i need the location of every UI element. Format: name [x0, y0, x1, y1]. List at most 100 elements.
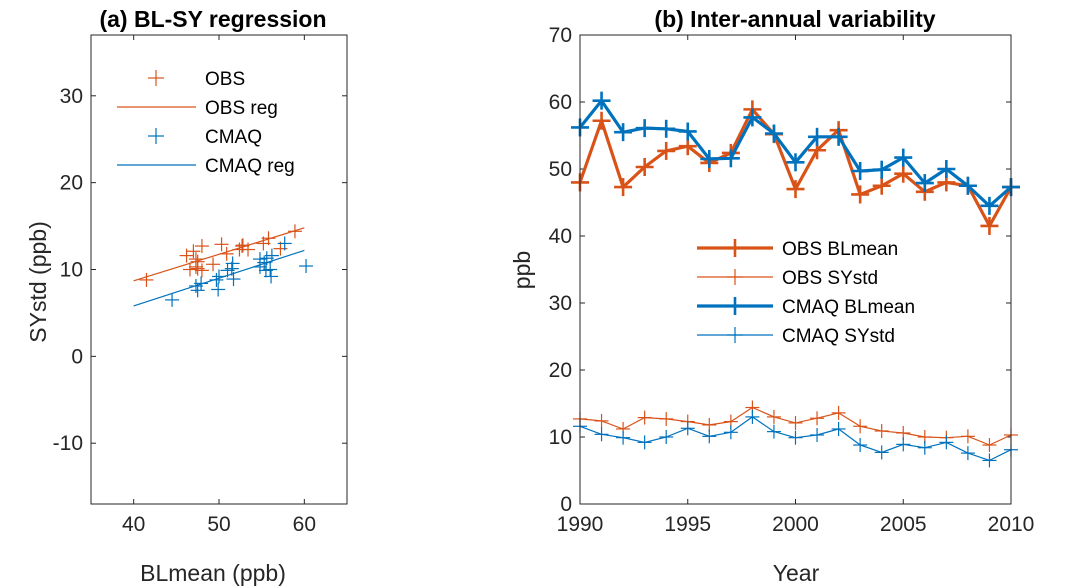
series-cmaq-systd-point — [788, 430, 803, 445]
series-cmaq-blmean-point — [851, 162, 870, 181]
series-obs-point — [139, 272, 154, 287]
panel-b-y-axis-title: ppb — [509, 251, 535, 289]
series-cmaq-blmean-point — [937, 160, 956, 178]
panel-b-x-axis-title: Year — [773, 560, 820, 586]
panel-b-y-tick-label: 70 — [549, 24, 572, 47]
legend-marker-obs-systd — [727, 269, 743, 285]
panel-a-title: (a) BL-SY regression — [99, 6, 326, 32]
panel-b-title: (b) Inter-annual variability — [654, 6, 935, 32]
series-cmaq-point — [165, 292, 180, 307]
legend-swatch-cmaq-blmean — [697, 297, 773, 315]
panel-a-y-tick-label: -10 — [53, 432, 83, 455]
panel-a-x-tick-label: 40 — [122, 513, 145, 536]
panel-a-y-tick-label: 0 — [71, 345, 83, 368]
series-obs-systd-point — [788, 415, 803, 430]
series-obs-systd-point — [810, 411, 825, 426]
series-obs-systd-point — [659, 411, 674, 426]
panel-a-axes-box — [90, 34, 348, 505]
panel-a-x-axis-title: BLmean (ppb) — [140, 560, 286, 586]
legend-swatch-cmaq-systd — [697, 327, 773, 343]
panel-a-y-tick-label: 20 — [60, 172, 83, 195]
legend-label-cmaq-blmean: CMAQ BLmean — [782, 297, 915, 318]
series-cmaq-systd-point — [745, 409, 760, 424]
series-obs-point — [182, 262, 197, 277]
series-obs-blmean-point — [894, 164, 913, 183]
series-cmaq-blmean-point — [721, 149, 740, 168]
series-obs-blmean-point — [872, 176, 891, 195]
legend-background — [692, 233, 924, 358]
series-cmaq-blmean-point — [635, 119, 654, 138]
panel-b-axes-box — [579, 34, 1012, 505]
panel-b-x-tick-label: 1990 — [557, 513, 604, 536]
panel-b-y-tick-label: 60 — [549, 91, 572, 114]
series-obs-systd-point — [831, 405, 846, 420]
series-cmaq-point — [211, 282, 226, 297]
panel-b-y-tick-label: 50 — [549, 158, 572, 181]
series-obs-point — [194, 263, 209, 278]
series-cmaq-systd-point — [637, 435, 652, 450]
legend-swatch-obs-blmean — [697, 239, 773, 257]
legend-label-obs: OBS — [205, 69, 245, 90]
legend-label-obs-blmean: OBS BLmean — [782, 239, 898, 260]
panel-b-y-tick-label: 0 — [560, 493, 572, 516]
series-cmaq-point — [277, 236, 292, 251]
series-cmaq-systd-point — [810, 427, 825, 442]
series-obs-blmean-point — [786, 180, 805, 199]
legend-marker-cmaq-blmean — [726, 297, 744, 315]
series-obs-blmean-point — [592, 111, 611, 130]
panel-b-x-tick-label: 2000 — [772, 513, 819, 536]
series-obs-point — [194, 239, 209, 254]
series-cmaq-systd-point — [939, 435, 954, 450]
series-cmaq-systd-point — [680, 421, 695, 436]
series-obs-point — [179, 248, 194, 263]
series-cmaq-systd-point — [874, 445, 889, 460]
series-obs-point — [206, 257, 221, 272]
legend-marker-cmaq-systd — [727, 327, 743, 343]
series-obs-systd-point — [853, 419, 868, 434]
series-cmaq-systd-point — [982, 453, 997, 468]
series-obs-point — [261, 231, 276, 246]
series-cmaq-systd-point — [594, 427, 609, 442]
legend-label-cmaq-reg: CMAQ reg — [205, 156, 295, 177]
panel-a-ticks: 40 50 60 -10 0 10 20 30 — [53, 35, 347, 536]
series-cmaq-systd-point — [616, 430, 631, 445]
series-cmaq-blmean-point — [894, 148, 913, 167]
series-obs-reg-line — [133, 227, 305, 282]
series-cmaq-point — [299, 259, 314, 274]
panel-a-legend: OBS OBS reg CMAQ CMAQ reg — [117, 69, 295, 177]
panel-b-y-tick-label: 10 — [549, 426, 572, 449]
legend-swatch-cmaq — [148, 128, 164, 144]
series-cmaq-blmean-point — [743, 108, 762, 127]
series-cmaq-blmean-point — [678, 122, 697, 141]
panel-b-interannual: (b) Inter-annual variability Year ppb 19… — [509, 6, 1034, 586]
panel-b-x-tick-label: 1995 — [664, 513, 711, 536]
series-obs-blmean-point — [657, 141, 676, 160]
legend-label-cmaq: CMAQ — [205, 127, 262, 148]
series-cmaq-blmean-point — [980, 196, 999, 215]
panel-a-regression: (a) BL-SY regression BLmean (ppb) SYstd … — [25, 6, 348, 586]
series-cmaq-blmean-point — [764, 124, 783, 143]
panel-a-marks — [133, 224, 314, 307]
panel-b-marks — [571, 91, 1020, 468]
series-cmaq-reg-line — [133, 249, 305, 307]
panel-b-x-tick-label: 2010 — [988, 513, 1035, 536]
series-cmaq-blmean-point — [958, 176, 977, 195]
panel-b-y-tick-label: 20 — [549, 359, 572, 382]
panel-a-x-tick-label: 60 — [293, 513, 316, 536]
series-cmaq-systd-point — [960, 446, 975, 461]
series-cmaq-systd-point — [917, 440, 932, 455]
series-cmaq-systd-point — [659, 430, 674, 444]
panel-a-y-tick-label: 30 — [60, 85, 83, 108]
series-cmaq-point — [226, 272, 241, 287]
series-cmaq-blmean-point — [657, 119, 676, 138]
legend-swatch-obs-systd — [697, 269, 773, 285]
series-cmaq-blmean-point — [872, 160, 891, 179]
series-cmaq-point — [209, 272, 224, 287]
series-obs-systd-point — [874, 423, 889, 438]
legend-label-cmaq-systd: CMAQ SYstd — [782, 326, 895, 347]
series-cmaq-blmean-point — [700, 149, 719, 168]
series-cmaq-blmean-point — [829, 127, 848, 146]
series-cmaq-systd-point — [853, 438, 868, 453]
panel-b-legend: OBS BLmean OBS SYstd CMAQ BLmean CMAQ SYstd — [692, 233, 924, 358]
